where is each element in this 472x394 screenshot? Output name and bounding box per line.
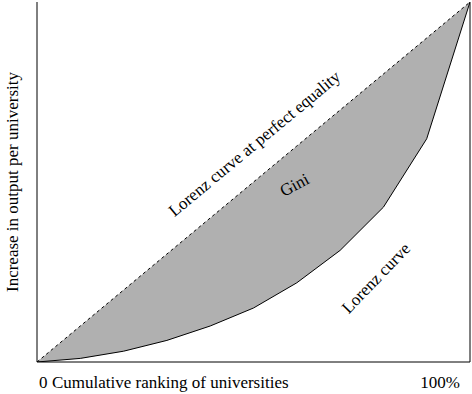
svg-text:Lorenz curve: Lorenz curve bbox=[338, 239, 414, 317]
svg-text:Cumulative ranking of universi: Cumulative ranking of universities bbox=[52, 373, 289, 392]
svg-text:Gini: Gini bbox=[277, 170, 313, 201]
svg-text:Lorenz curve at perfect equali: Lorenz curve at perfect equality bbox=[165, 67, 345, 221]
svg-text:100%: 100% bbox=[420, 373, 460, 392]
svg-text:Increase in output per univers: Increase in output per university bbox=[8, 72, 22, 292]
svg-text:0: 0 bbox=[39, 373, 48, 392]
